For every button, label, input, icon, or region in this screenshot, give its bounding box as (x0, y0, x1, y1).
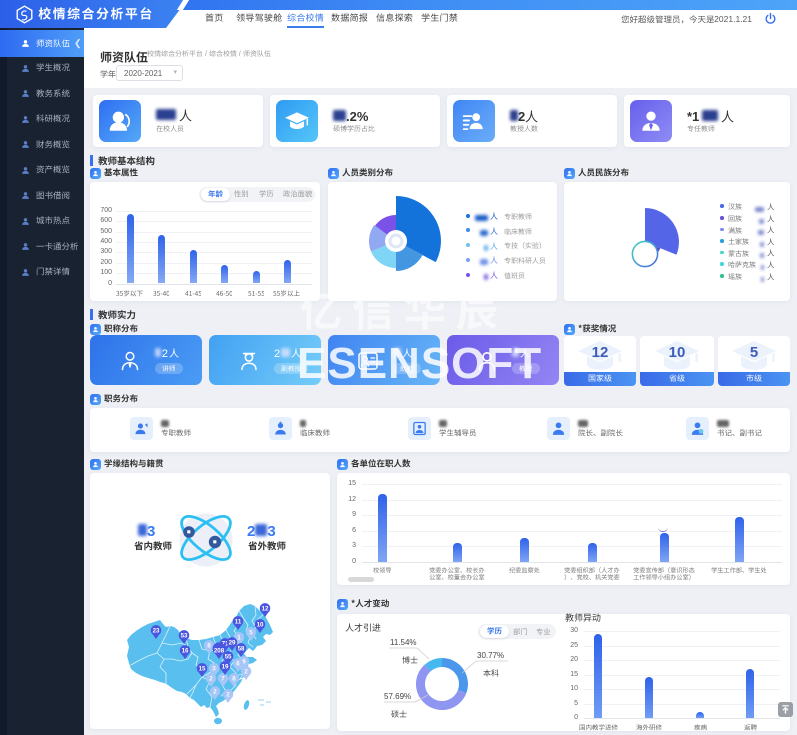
svg-text:1: 1 (237, 634, 241, 641)
svg-text:208: 208 (214, 647, 225, 654)
svg-text:29: 29 (229, 639, 236, 646)
svg-text:6: 6 (236, 660, 240, 667)
svg-text:71: 71 (222, 640, 229, 647)
svg-text:15: 15 (199, 665, 206, 672)
svg-text:10: 10 (257, 621, 264, 628)
svg-text:23: 23 (153, 627, 160, 634)
svg-text:58: 58 (238, 645, 245, 652)
svg-text:53: 53 (181, 632, 188, 639)
svg-text:12: 12 (262, 605, 269, 612)
svg-text:9: 9 (242, 658, 246, 665)
svg-text:8: 8 (207, 642, 211, 649)
svg-text:11: 11 (235, 618, 242, 625)
svg-text:19: 19 (222, 663, 229, 670)
svg-text:2: 2 (213, 688, 217, 695)
svg-text:7: 7 (221, 675, 225, 682)
svg-text:3: 3 (212, 665, 216, 672)
svg-text:2: 2 (226, 691, 230, 698)
svg-text:8: 8 (232, 675, 236, 682)
svg-text:16: 16 (182, 647, 189, 654)
svg-text:55: 55 (225, 653, 232, 660)
svg-text:2: 2 (209, 675, 213, 682)
svg-text:2: 2 (244, 668, 248, 675)
svg-text:5: 5 (249, 629, 253, 636)
